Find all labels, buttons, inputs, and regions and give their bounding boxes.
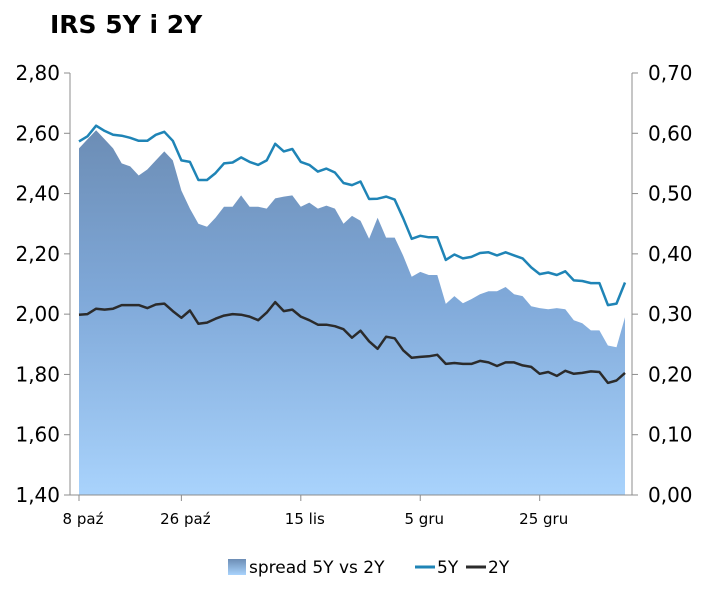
y-right-tick-label: 0,00 [648, 483, 693, 507]
y-left-tick-label: 2,40 [15, 182, 60, 206]
x-tick-label: 8 paź [63, 510, 104, 528]
y-left-tick-label: 1,60 [15, 423, 60, 447]
y-right-tick-label: 0,20 [648, 362, 693, 386]
x-tick-label: 26 paź [160, 510, 211, 528]
series-line-5y [78, 124, 627, 307]
y-left-tick-label: 2,00 [15, 302, 60, 326]
y-right-tick-label: 0,10 [648, 423, 693, 447]
y-left-tick-label: 1,80 [15, 362, 60, 386]
y-right-tick-label: 0,70 [648, 61, 693, 85]
chart-title: IRS 5Y i 2Y [50, 10, 203, 39]
legend-swatch-spread [228, 559, 246, 575]
y-right-tick-label: 0,60 [648, 121, 693, 145]
y-right-tick-label: 0,40 [648, 242, 693, 266]
legend-label-2y: 2Y [488, 558, 510, 578]
x-tick-label: 15 lis [285, 510, 325, 528]
y-left-tick-label: 2,20 [15, 242, 60, 266]
legend-label-spread: spread 5Y vs 2Y [249, 558, 385, 578]
series-line-2y [78, 300, 626, 385]
legend-label-5y: 5Y [437, 558, 459, 578]
y-left-tick-label: 2,80 [15, 61, 60, 85]
y-left-tick-label: 2,60 [15, 121, 60, 145]
y-right-tick-label: 0,50 [648, 182, 693, 206]
y-left-tick-label: 1,40 [15, 483, 60, 507]
x-tick-label: 5 gru [404, 510, 444, 528]
x-tick-label: 25 gru [519, 510, 568, 528]
y-right-tick-label: 0,30 [648, 302, 693, 326]
series-area-spread [79, 130, 625, 496]
